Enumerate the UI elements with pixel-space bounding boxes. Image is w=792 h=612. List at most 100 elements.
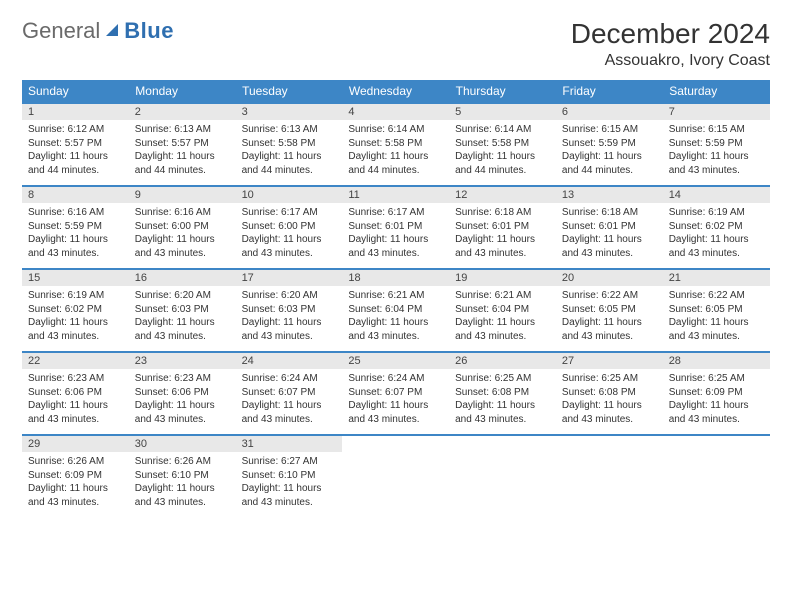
weekday-header: Thursday bbox=[449, 80, 556, 103]
day-number: 27 bbox=[556, 353, 663, 369]
calendar-day-cell: 2Sunrise: 6:13 AMSunset: 5:57 PMDaylight… bbox=[129, 103, 236, 186]
title-block: December 2024 Assouakro, Ivory Coast bbox=[571, 18, 770, 70]
calendar-day-cell: 11Sunrise: 6:17 AMSunset: 6:01 PMDayligh… bbox=[342, 186, 449, 269]
calendar-week-row: 29Sunrise: 6:26 AMSunset: 6:09 PMDayligh… bbox=[22, 435, 770, 517]
day-number: 22 bbox=[22, 353, 129, 369]
calendar-day-cell: 22Sunrise: 6:23 AMSunset: 6:06 PMDayligh… bbox=[22, 352, 129, 435]
brand-part1: General bbox=[22, 18, 100, 44]
brand-sail-icon bbox=[104, 21, 122, 39]
day-details: Sunrise: 6:25 AMSunset: 6:08 PMDaylight:… bbox=[556, 369, 663, 434]
day-number: 2 bbox=[129, 104, 236, 120]
day-details: Sunrise: 6:26 AMSunset: 6:09 PMDaylight:… bbox=[22, 452, 129, 517]
day-number: 30 bbox=[129, 436, 236, 452]
day-details: Sunrise: 6:21 AMSunset: 6:04 PMDaylight:… bbox=[342, 286, 449, 351]
calendar-day-cell: 3Sunrise: 6:13 AMSunset: 5:58 PMDaylight… bbox=[236, 103, 343, 186]
day-number: 18 bbox=[342, 270, 449, 286]
day-number: 29 bbox=[22, 436, 129, 452]
calendar-day-cell: 21Sunrise: 6:22 AMSunset: 6:05 PMDayligh… bbox=[663, 269, 770, 352]
calendar-day-cell: . bbox=[556, 435, 663, 517]
day-details: Sunrise: 6:20 AMSunset: 6:03 PMDaylight:… bbox=[129, 286, 236, 351]
day-details: Sunrise: 6:13 AMSunset: 5:58 PMDaylight:… bbox=[236, 120, 343, 185]
day-details: Sunrise: 6:18 AMSunset: 6:01 PMDaylight:… bbox=[449, 203, 556, 268]
day-number: 7 bbox=[663, 104, 770, 120]
day-details: Sunrise: 6:17 AMSunset: 6:00 PMDaylight:… bbox=[236, 203, 343, 268]
calendar-day-cell: 10Sunrise: 6:17 AMSunset: 6:00 PMDayligh… bbox=[236, 186, 343, 269]
location: Assouakro, Ivory Coast bbox=[571, 52, 770, 70]
calendar-body: 1Sunrise: 6:12 AMSunset: 5:57 PMDaylight… bbox=[22, 103, 770, 517]
calendar-day-cell: 28Sunrise: 6:25 AMSunset: 6:09 PMDayligh… bbox=[663, 352, 770, 435]
day-number: 1 bbox=[22, 104, 129, 120]
day-number: 19 bbox=[449, 270, 556, 286]
page-title: December 2024 bbox=[571, 18, 770, 50]
day-number: 25 bbox=[342, 353, 449, 369]
calendar-day-cell: 14Sunrise: 6:19 AMSunset: 6:02 PMDayligh… bbox=[663, 186, 770, 269]
day-details: Sunrise: 6:22 AMSunset: 6:05 PMDaylight:… bbox=[663, 286, 770, 351]
calendar-day-cell: 19Sunrise: 6:21 AMSunset: 6:04 PMDayligh… bbox=[449, 269, 556, 352]
calendar-day-cell: . bbox=[663, 435, 770, 517]
calendar-week-row: 1Sunrise: 6:12 AMSunset: 5:57 PMDaylight… bbox=[22, 103, 770, 186]
day-number: 11 bbox=[342, 187, 449, 203]
day-number: 26 bbox=[449, 353, 556, 369]
calendar-day-cell: 15Sunrise: 6:19 AMSunset: 6:02 PMDayligh… bbox=[22, 269, 129, 352]
calendar-day-cell: 30Sunrise: 6:26 AMSunset: 6:10 PMDayligh… bbox=[129, 435, 236, 517]
calendar-day-cell: 6Sunrise: 6:15 AMSunset: 5:59 PMDaylight… bbox=[556, 103, 663, 186]
day-details: Sunrise: 6:18 AMSunset: 6:01 PMDaylight:… bbox=[556, 203, 663, 268]
calendar-day-cell: 8Sunrise: 6:16 AMSunset: 5:59 PMDaylight… bbox=[22, 186, 129, 269]
calendar-day-cell: 26Sunrise: 6:25 AMSunset: 6:08 PMDayligh… bbox=[449, 352, 556, 435]
header: General Blue December 2024 Assouakro, Iv… bbox=[22, 18, 770, 70]
calendar-table: SundayMondayTuesdayWednesdayThursdayFrid… bbox=[22, 80, 770, 517]
day-number: 9 bbox=[129, 187, 236, 203]
day-details: Sunrise: 6:17 AMSunset: 6:01 PMDaylight:… bbox=[342, 203, 449, 268]
calendar-day-cell: 20Sunrise: 6:22 AMSunset: 6:05 PMDayligh… bbox=[556, 269, 663, 352]
calendar-day-cell: 17Sunrise: 6:20 AMSunset: 6:03 PMDayligh… bbox=[236, 269, 343, 352]
day-number: 12 bbox=[449, 187, 556, 203]
calendar-day-cell: 12Sunrise: 6:18 AMSunset: 6:01 PMDayligh… bbox=[449, 186, 556, 269]
calendar-day-cell: . bbox=[449, 435, 556, 517]
calendar-day-cell: 25Sunrise: 6:24 AMSunset: 6:07 PMDayligh… bbox=[342, 352, 449, 435]
day-number: 31 bbox=[236, 436, 343, 452]
day-number: 13 bbox=[556, 187, 663, 203]
day-details: Sunrise: 6:14 AMSunset: 5:58 PMDaylight:… bbox=[342, 120, 449, 185]
day-details: Sunrise: 6:16 AMSunset: 5:59 PMDaylight:… bbox=[22, 203, 129, 268]
calendar-week-row: 15Sunrise: 6:19 AMSunset: 6:02 PMDayligh… bbox=[22, 269, 770, 352]
calendar-day-cell: 1Sunrise: 6:12 AMSunset: 5:57 PMDaylight… bbox=[22, 103, 129, 186]
calendar-day-cell: 31Sunrise: 6:27 AMSunset: 6:10 PMDayligh… bbox=[236, 435, 343, 517]
day-details: Sunrise: 6:20 AMSunset: 6:03 PMDaylight:… bbox=[236, 286, 343, 351]
weekday-header: Sunday bbox=[22, 80, 129, 103]
day-details: Sunrise: 6:19 AMSunset: 6:02 PMDaylight:… bbox=[22, 286, 129, 351]
day-details: Sunrise: 6:23 AMSunset: 6:06 PMDaylight:… bbox=[129, 369, 236, 434]
day-details: Sunrise: 6:13 AMSunset: 5:57 PMDaylight:… bbox=[129, 120, 236, 185]
day-number: 17 bbox=[236, 270, 343, 286]
day-number: 28 bbox=[663, 353, 770, 369]
day-details: Sunrise: 6:16 AMSunset: 6:00 PMDaylight:… bbox=[129, 203, 236, 268]
calendar-day-cell: . bbox=[342, 435, 449, 517]
calendar-day-cell: 9Sunrise: 6:16 AMSunset: 6:00 PMDaylight… bbox=[129, 186, 236, 269]
day-number: 14 bbox=[663, 187, 770, 203]
calendar-header-row: SundayMondayTuesdayWednesdayThursdayFrid… bbox=[22, 80, 770, 103]
calendar-day-cell: 16Sunrise: 6:20 AMSunset: 6:03 PMDayligh… bbox=[129, 269, 236, 352]
day-number: 4 bbox=[342, 104, 449, 120]
weekday-header: Wednesday bbox=[342, 80, 449, 103]
day-details: Sunrise: 6:19 AMSunset: 6:02 PMDaylight:… bbox=[663, 203, 770, 268]
day-details: Sunrise: 6:24 AMSunset: 6:07 PMDaylight:… bbox=[236, 369, 343, 434]
day-details: Sunrise: 6:26 AMSunset: 6:10 PMDaylight:… bbox=[129, 452, 236, 517]
day-details: Sunrise: 6:15 AMSunset: 5:59 PMDaylight:… bbox=[556, 120, 663, 185]
brand-logo: General Blue bbox=[22, 18, 174, 44]
day-number: 16 bbox=[129, 270, 236, 286]
weekday-header: Friday bbox=[556, 80, 663, 103]
calendar-week-row: 8Sunrise: 6:16 AMSunset: 5:59 PMDaylight… bbox=[22, 186, 770, 269]
calendar-day-cell: 29Sunrise: 6:26 AMSunset: 6:09 PMDayligh… bbox=[22, 435, 129, 517]
weekday-header: Saturday bbox=[663, 80, 770, 103]
calendar-day-cell: 7Sunrise: 6:15 AMSunset: 5:59 PMDaylight… bbox=[663, 103, 770, 186]
day-number: 21 bbox=[663, 270, 770, 286]
calendar-day-cell: 4Sunrise: 6:14 AMSunset: 5:58 PMDaylight… bbox=[342, 103, 449, 186]
day-number: 15 bbox=[22, 270, 129, 286]
calendar-day-cell: 18Sunrise: 6:21 AMSunset: 6:04 PMDayligh… bbox=[342, 269, 449, 352]
day-details: Sunrise: 6:21 AMSunset: 6:04 PMDaylight:… bbox=[449, 286, 556, 351]
calendar-day-cell: 23Sunrise: 6:23 AMSunset: 6:06 PMDayligh… bbox=[129, 352, 236, 435]
day-number: 5 bbox=[449, 104, 556, 120]
day-details: Sunrise: 6:24 AMSunset: 6:07 PMDaylight:… bbox=[342, 369, 449, 434]
day-details: Sunrise: 6:25 AMSunset: 6:08 PMDaylight:… bbox=[449, 369, 556, 434]
calendar-day-cell: 13Sunrise: 6:18 AMSunset: 6:01 PMDayligh… bbox=[556, 186, 663, 269]
day-number: 23 bbox=[129, 353, 236, 369]
